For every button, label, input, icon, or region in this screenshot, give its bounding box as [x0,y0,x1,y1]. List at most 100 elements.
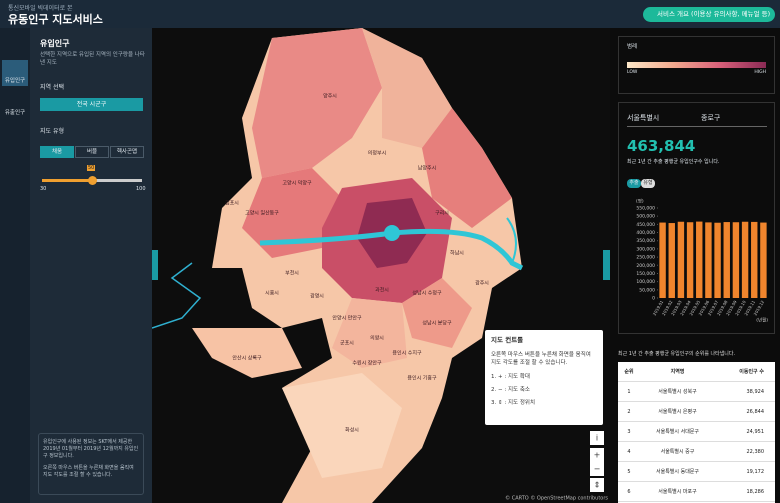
control-reset[interactable] [590,478,604,492]
city-select[interactable]: 서울특별시 [627,114,660,122]
table-cell: 서울특별시 서대문구 [656,429,699,435]
control-label: − [594,465,601,474]
table-row: 3 서울특별시 서대문구 24,951 [618,422,775,442]
y-tick-label: 150,000 [636,271,655,277]
region [402,278,472,348]
map-label: 의정부시 [368,150,386,157]
slider-min: 30 [40,186,47,192]
attribution: © CARTO © OpenStreetMap contributors [505,495,608,502]
tab[interactable]: 추출 [627,179,641,188]
tooltip-item: 1. + : 지도 확대 [491,374,530,380]
map-type-hex[interactable]: 헥사곤맵 [110,146,144,158]
table-cell: 서울특별시 은평구 [658,409,697,415]
control-label: + [594,451,601,460]
map-label: 부천시 [285,270,299,277]
table-cell: 이동인구 수 [739,369,764,375]
divider [627,126,767,127]
map-label: 수원시 장안구 [352,360,382,367]
slider-max: 100 [136,186,146,192]
table-cell: 4 [627,449,631,455]
overview-button[interactable]: 서비스 개요 (이용상 유의사항, 메뉴얼 등) [643,7,775,22]
legend-high: HIGH [754,70,766,75]
header-title: 유동인구 지도서비스 [8,13,103,26]
coast [152,262,202,329]
table-cell: 3 [627,429,631,435]
tooltip-item: 2. − : 지도 축소 [491,387,530,393]
table-row: 2 서울특별시 은평구 26,844 [618,402,775,422]
bar [677,221,685,298]
bar [659,222,666,298]
selected-region [384,225,400,241]
right-panel: 범례 LOW HIGH 서울특별시 종로구 463,844 최근 1년 간 추출 … [610,28,780,503]
tab[interactable]: 유형 [641,179,655,188]
map-label: 하남시 [450,250,464,257]
nav: 유입인구 유출인구 [0,28,30,503]
tooltip-item: 3. ⇕ : 지도 정위치 [491,400,536,406]
region-button[interactable]: 전국 시군구 [40,98,143,111]
y-unit: (명) [636,198,644,205]
map-label: 안산시 상록구 [232,355,262,362]
map-label: 양주시 [323,93,337,100]
control-zoom-out[interactable] [590,462,604,476]
bar [723,222,730,298]
region [332,298,407,368]
district-select[interactable]: 종로구 [701,114,721,122]
table-cell: 18,286 [746,489,765,495]
control-info[interactable] [590,431,604,445]
region-label: 지역 선택 [40,84,64,91]
map-label: 광주시 [475,280,489,287]
region [422,108,512,228]
table-cell: 서울특별시 동대문구 [656,469,699,475]
tooltip-title: 지도 컨트롤 [491,336,524,344]
slider-thumb[interactable] [88,176,97,185]
nav-outflow[interactable]: 유출인구 [4,110,26,116]
nav-inflow[interactable]: 유입인구 [2,60,28,86]
y-tick-label: 50,000 [639,287,655,293]
table-row: 4 서울특별시 중구 22,380 [618,442,775,462]
legend: 범례 LOW HIGH [618,36,775,94]
panel-title: 유입인구 [40,39,70,48]
table-header: 순위 지역명 이동인구 수 [618,362,775,382]
panel-description: 선택한 지역으로 유입된 지역의 인구량을 나타낸 지도 [40,52,145,66]
map-label: 남양주시 [418,165,436,172]
map-label: 성남시 수정구 [412,290,442,297]
bar [705,222,712,298]
table-cell: 2 [627,409,631,415]
collapse-right[interactable] [603,250,610,280]
bar [741,221,749,298]
region [242,168,342,258]
summary-number: 463,844 [627,137,696,155]
map-label: 의왕시 [370,335,384,342]
map-label: 고양시 일산동구 [245,210,279,217]
legend-title: 범례 [627,44,638,50]
y-tick-label: 100,000 [636,279,655,285]
map-labels: 양주시 의정부시 남양주시 고양시 일산동구 고양시 덕양구 김포시 구리시 하… [225,93,489,434]
bar [751,221,758,298]
y-tick-label: 200,000 [636,263,655,269]
table-cell: 6 [627,489,631,495]
y-tick-label: 550,000 [636,206,655,212]
table-cell: 38,924 [746,389,765,395]
region [282,373,402,478]
region [362,28,452,148]
tooltip-text: 오른쪽 마우스 버튼을 누른채 화면을 움직여 지도 각도를 조절 할 수 있습… [491,352,591,366]
bar [732,222,740,298]
map-type-fill[interactable]: 채움 [40,146,74,158]
control-zoom-in[interactable] [590,448,604,462]
table-cell: 26,844 [746,409,765,415]
rank-table: 순위 지역명 이동인구 수 1 서울특별시 성북구 38,924 2 서울특별시 은평구 26,… [618,362,775,503]
map-label: 군포시 [340,341,354,347]
table-row: 5 서울특별시 동대문구 19,172 [618,462,775,482]
info-text: 오른쪽 마우스 버튼을 누른채 화면을 움직여 지도 각도를 조절 할 수 있습… [43,465,134,478]
bar [696,221,703,298]
legend-bar [627,62,766,68]
info-text: 유입인구에 사용된 정보는 SKT에서 제공한 2019년 01월부터 2019… [43,439,139,459]
table-cell: 서울특별시 마포구 [658,489,697,495]
map-label: 광명시 [310,293,324,300]
map-type-bubble[interactable]: 버블 [75,146,109,158]
map-label: 과천시 [375,287,389,294]
y-tick-label: 300,000 [636,246,655,252]
bar [760,222,767,298]
map-label: 용인시 기흥구 [407,375,437,382]
collapse-left[interactable] [152,250,158,280]
